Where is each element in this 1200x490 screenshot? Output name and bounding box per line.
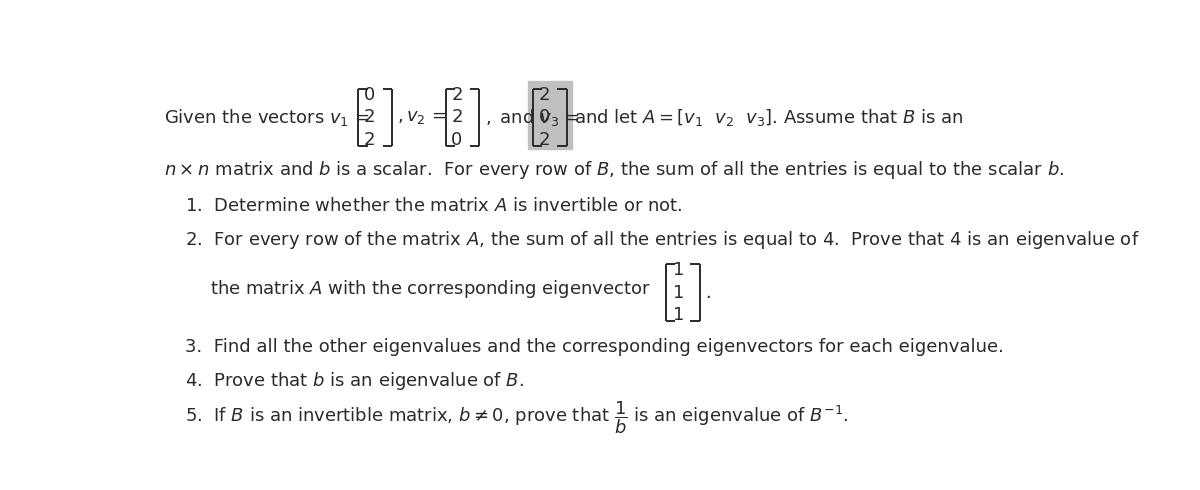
Text: $, v_2$ =: $, v_2$ = xyxy=(397,108,446,126)
Text: and let $A = [v_1 \ \ v_2 \ \ v_3]$. Assume that $B$ is an: and let $A = [v_1 \ \ v_2 \ \ v_3]$. Ass… xyxy=(574,107,964,128)
Text: 0: 0 xyxy=(451,131,462,149)
Text: 0: 0 xyxy=(539,108,550,126)
Text: 2: 2 xyxy=(451,108,463,126)
Text: 2: 2 xyxy=(539,86,550,104)
Text: 0: 0 xyxy=(364,86,376,104)
Text: 1.  Determine whether the matrix $A$ is invertible or not.: 1. Determine whether the matrix $A$ is i… xyxy=(185,197,683,215)
Text: $, $ and $v_3$ =: $, $ and $v_3$ = xyxy=(485,107,580,128)
Text: Given the vectors $v_1$ =: Given the vectors $v_1$ = xyxy=(164,107,370,128)
Text: 3.  Find all the other eigenvalues and the corresponding eigenvectors for each e: 3. Find all the other eigenvalues and th… xyxy=(185,339,1004,356)
Text: .: . xyxy=(706,284,710,302)
Text: 2: 2 xyxy=(451,86,463,104)
Text: 2.  For every row of the matrix $A$, the sum of all the entries is equal to 4.  : 2. For every row of the matrix $A$, the … xyxy=(185,229,1140,251)
Text: $n \times n$ matrix and $b$ is a scalar.  For every row of $B$, the sum of all t: $n \times n$ matrix and $b$ is a scalar.… xyxy=(164,159,1064,181)
Text: 4.  Prove that $b$ is an eigenvalue of $B$.: 4. Prove that $b$ is an eigenvalue of $B… xyxy=(185,370,524,392)
Text: 2: 2 xyxy=(364,131,376,149)
Text: the matrix $A$ with the corresponding eigenvector: the matrix $A$ with the corresponding ei… xyxy=(210,278,652,300)
Text: 5.  If $B$ is an invertible matrix, $b \neq 0$, prove that $\dfrac{1}{b}$ is an : 5. If $B$ is an invertible matrix, $b \n… xyxy=(185,399,848,436)
Text: 1: 1 xyxy=(672,306,684,324)
Text: 1: 1 xyxy=(672,261,684,279)
Text: 1: 1 xyxy=(672,284,684,302)
Bar xyxy=(528,81,572,149)
Text: 2: 2 xyxy=(539,131,550,149)
Text: 2: 2 xyxy=(364,108,376,126)
